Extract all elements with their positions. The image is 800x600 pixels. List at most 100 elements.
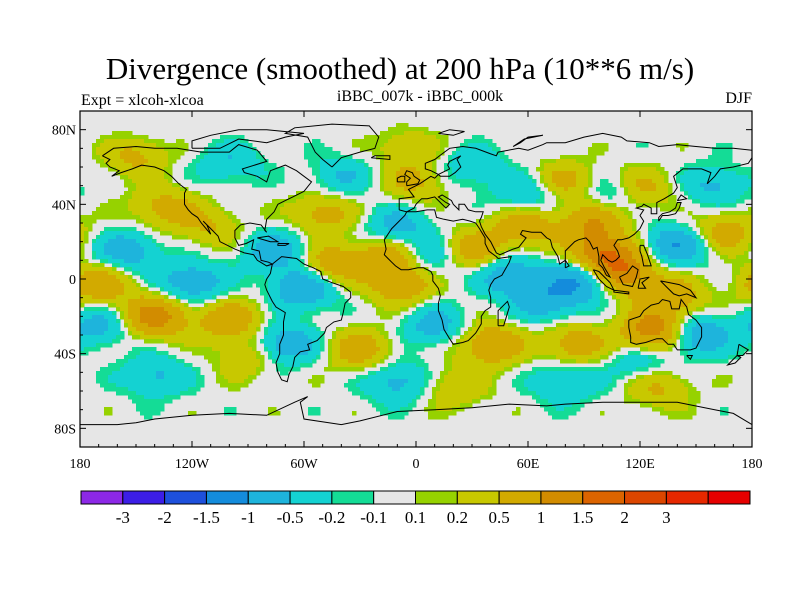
field-cell — [464, 275, 473, 280]
field-cell — [460, 251, 493, 256]
field-cell — [380, 147, 441, 152]
field-cell — [596, 187, 617, 192]
field-cell — [312, 235, 345, 240]
field-cell — [236, 227, 245, 232]
field-cell — [252, 183, 277, 188]
field-cell — [680, 243, 697, 248]
field-cell — [116, 167, 165, 172]
field-cell — [304, 331, 321, 336]
field-cell — [460, 319, 465, 324]
field-cell — [240, 251, 245, 256]
field-cell — [368, 231, 377, 236]
field-cell — [352, 391, 365, 396]
field-cell — [468, 331, 481, 336]
field-cell — [568, 187, 585, 192]
field-cell — [552, 283, 581, 288]
field-cell — [272, 323, 309, 328]
field-cell — [600, 299, 609, 304]
field-cell — [92, 155, 101, 160]
field-cell — [140, 351, 157, 356]
field-cell — [176, 139, 185, 144]
field-cell — [292, 219, 317, 224]
field-cell — [560, 243, 585, 248]
field-cell — [736, 243, 749, 248]
field-cell — [460, 315, 465, 320]
field-cell — [672, 323, 681, 328]
field-cell — [716, 203, 721, 208]
field-cell — [612, 379, 617, 384]
y-tick-label: 80N — [52, 124, 76, 139]
field-cell — [424, 315, 449, 320]
field-cell — [640, 263, 649, 268]
field-cell — [600, 179, 609, 184]
field-cell — [432, 223, 437, 228]
field-cell — [732, 263, 745, 268]
field-cell — [284, 203, 357, 208]
field-cell — [600, 279, 609, 284]
field-cell — [704, 187, 721, 192]
field-cell — [332, 339, 341, 344]
field-cell — [716, 347, 741, 352]
field-cell — [536, 391, 597, 396]
field-cell — [164, 147, 189, 152]
field-cell — [744, 283, 752, 288]
field-cell — [448, 347, 457, 352]
field-cell — [256, 371, 261, 376]
field-cell — [80, 335, 117, 340]
field-cell — [672, 243, 681, 248]
field-cell — [712, 247, 717, 252]
field-cell — [460, 147, 493, 152]
field-cell — [720, 243, 737, 248]
field-cell — [288, 239, 301, 244]
x-tick-label: 120W — [175, 457, 210, 472]
field-cell — [248, 375, 257, 380]
field-cell — [240, 259, 261, 264]
field-cell — [192, 191, 201, 196]
field-cell — [316, 255, 405, 260]
field-cell — [116, 307, 121, 312]
field-cell — [120, 155, 145, 160]
field-cell — [564, 187, 569, 192]
field-cell — [568, 331, 593, 336]
field-cell — [240, 255, 257, 260]
field-cell — [444, 367, 453, 372]
field-cell — [700, 183, 721, 188]
field-cell — [708, 239, 717, 244]
field-cell — [420, 319, 453, 324]
field-cell — [100, 143, 157, 148]
field-cell — [408, 259, 417, 264]
field-cell — [396, 179, 425, 184]
field-cell — [120, 367, 193, 372]
field-cell — [188, 319, 201, 324]
field-cell — [140, 215, 161, 220]
field-cell — [132, 147, 165, 152]
field-cell — [436, 231, 441, 236]
field-cell — [588, 151, 605, 156]
field-cell — [660, 331, 673, 336]
field-cell — [688, 167, 725, 172]
field-cell — [604, 223, 621, 228]
field-cell — [188, 199, 209, 204]
field-cell — [620, 207, 629, 212]
field-cell — [628, 199, 637, 204]
field-cell — [500, 211, 573, 216]
field-cell — [748, 207, 752, 212]
field-cell — [248, 239, 261, 244]
field-cell — [516, 375, 529, 380]
field-cell — [264, 343, 277, 348]
field-cell — [692, 199, 701, 204]
field-cell — [520, 351, 569, 356]
field-cell — [620, 243, 637, 248]
field-cell — [680, 343, 685, 348]
field-cell — [712, 235, 745, 240]
field-cell — [248, 299, 257, 304]
field-cell — [316, 299, 337, 304]
field-cell — [136, 283, 141, 288]
field-cell — [128, 359, 177, 364]
field-cell — [132, 319, 141, 324]
field-cell — [500, 319, 505, 324]
field-cell — [236, 283, 253, 288]
field-cell — [376, 211, 393, 216]
field-cell — [356, 171, 369, 176]
field-cell — [740, 347, 752, 352]
